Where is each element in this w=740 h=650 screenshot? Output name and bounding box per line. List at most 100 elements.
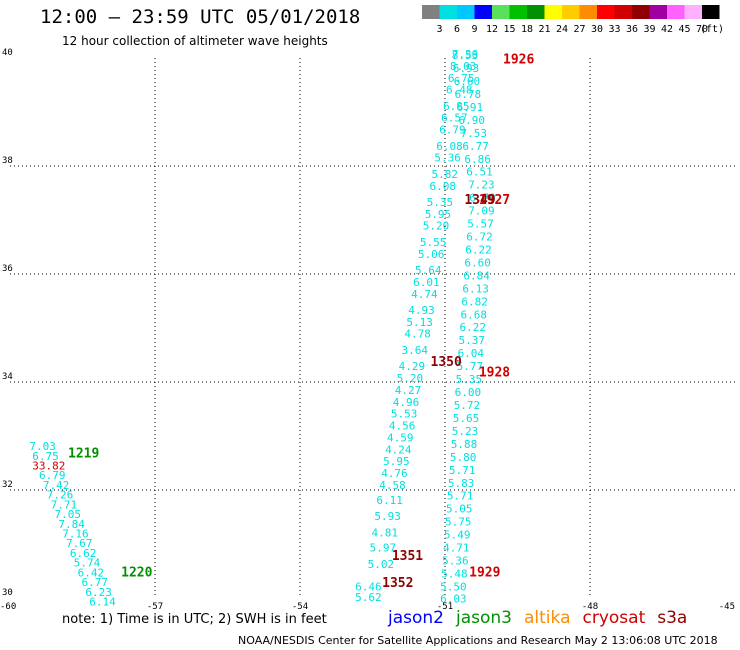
legend-label: 6 <box>454 24 460 35</box>
data-point-jason3: 7.03 <box>29 440 56 453</box>
data-point-s3a: 6.79 <box>439 124 466 137</box>
data-point-cryosat: 7.23 <box>468 179 495 192</box>
legend-label: 30 <box>591 24 603 35</box>
legend-swatch <box>702 5 720 19</box>
legend-swatch <box>544 5 562 19</box>
data-point-cryosat: 8.53 <box>452 49 479 62</box>
data-point-s3a: 6.08 <box>436 140 463 153</box>
data-point-cryosat: 4.71 <box>443 542 470 555</box>
legend-swatch <box>562 5 580 19</box>
footer-note: note: 1) Time is in UTC; 2) SWH is in fe… <box>62 612 327 627</box>
data-point-cryosat: 6.68 <box>460 308 487 321</box>
data-point-jason3: 6.14 <box>89 596 116 609</box>
x-tick-label: -60 <box>0 602 16 610</box>
y-tick-label: 36 <box>2 264 13 274</box>
time-label: 1927 <box>479 193 510 208</box>
data-point-jason3: 6.23 <box>85 586 112 599</box>
data-point-cryosat: 7.53 <box>460 127 487 140</box>
legend-swatch <box>614 5 632 19</box>
time-label: 1351 <box>392 549 423 564</box>
legend-swatch <box>439 5 457 19</box>
data-point-jason3: 33.82 <box>32 459 65 472</box>
satellite-legend: jason2 jason3 altika cryosat s3a <box>388 608 699 628</box>
legend-swatch <box>649 5 667 19</box>
wave-height-chart: -60 -57 -54 -51 -48 -453032343638407.036.7533… <box>0 48 735 610</box>
y-tick-label: 40 <box>2 48 13 58</box>
data-point-jason3: 7.16 <box>62 528 88 541</box>
data-point-s3a: 5.13 <box>406 316 433 329</box>
data-point-cryosat: 6.77 <box>462 140 489 153</box>
data-point-cryosat: 5.72 <box>454 399 481 412</box>
satellite-legend-jason2: jason2 <box>388 608 444 628</box>
data-point-cryosat: 6.86 <box>464 153 491 166</box>
data-point-cryosat: 5.48 <box>441 567 468 580</box>
data-point-cryosat: 5.35 <box>456 373 483 386</box>
data-point-cryosat: 6.84 <box>463 269 490 282</box>
data-point-s3a: 6.48 <box>446 84 473 97</box>
color-legend: 3 6 9 12 15 18 21 24 27 30 33 36 39 42 45 70(ft) <box>422 5 724 35</box>
legend-unit: (ft) <box>700 24 724 35</box>
data-point-s3a: 4.27 <box>395 384 422 397</box>
data-point-cryosat: 5.57 <box>467 218 494 231</box>
satellite-legend-altika: altika <box>524 608 571 628</box>
legend-label: 9 <box>471 24 477 35</box>
data-point-cryosat: 5.71 <box>447 490 474 503</box>
data-point-s3a: 6.08 <box>430 180 457 193</box>
data-point-s3a: 6.57 <box>441 112 468 125</box>
legend-label: 45 <box>678 24 690 35</box>
data-point-s3a: 5.55 <box>420 236 447 249</box>
data-point-cryosat: 6.82 <box>461 295 488 308</box>
data-point-cryosat: 6.22 <box>465 243 492 256</box>
data-point-cryosat: 6.72 <box>466 231 493 244</box>
data-point-s3a: 3.64 <box>402 344 429 357</box>
satellite-legend-s3a: s3a <box>657 608 688 628</box>
footer-credit: NOAA/NESDIS Center for Satellite Applica… <box>238 634 718 647</box>
data-point-s3a: 5.62 <box>355 591 382 604</box>
x-tick-label: -57 <box>147 602 163 610</box>
data-point-cryosat: 5.75 <box>445 516 472 529</box>
x-tick-label: -45 <box>719 602 735 610</box>
page-subtitle: 12 hour collection of altimeter wave hei… <box>62 34 328 48</box>
time-label: 1928 <box>479 366 510 381</box>
data-point-cryosat: 5.65 <box>453 412 480 425</box>
legend-swatch <box>492 5 510 19</box>
data-point-s3a: 4.93 <box>408 304 435 317</box>
data-point-jason3: 7.84 <box>58 518 85 531</box>
data-point-s3a: 5.36 <box>434 152 461 165</box>
data-point-s3a: 7.36 <box>452 48 479 61</box>
time-label: 1219 <box>68 447 99 462</box>
time-label: 1929 <box>469 565 500 580</box>
legend-swatch <box>474 5 492 19</box>
data-point-cryosat: 6.22 <box>460 321 487 334</box>
y-tick-label: 38 <box>2 156 13 166</box>
data-point-cryosat: 6.00 <box>455 386 482 399</box>
data-point-s3a: 6.11 <box>376 494 403 507</box>
y-tick-label: 32 <box>2 480 13 490</box>
data-point-jason3: 6.62 <box>70 547 97 560</box>
legend-swatch <box>684 5 702 19</box>
data-point-cryosat: 5.49 <box>444 529 471 542</box>
data-point-s3a: 4.24 <box>385 443 412 456</box>
legend-swatch <box>527 5 545 19</box>
data-point-s3a: 5.53 <box>391 408 418 421</box>
legend-label: 39 <box>643 24 655 35</box>
data-point-s3a: 5.20 <box>423 220 450 233</box>
data-point-s3a: 5.97 <box>370 542 397 555</box>
data-point-cryosat: 6.13 <box>462 282 489 295</box>
data-point-cryosat: 6.93 <box>453 62 480 75</box>
time-label: 1352 <box>382 576 413 591</box>
data-point-cryosat: 5.77 <box>457 360 484 373</box>
legend-label: 70 <box>696 24 708 35</box>
data-point-cryosat: 5.05 <box>446 503 473 516</box>
data-point-cryosat: 5.88 <box>451 438 478 451</box>
data-point-cryosat: 5.36 <box>442 555 469 568</box>
data-point-cryosat: 5.23 <box>452 425 479 438</box>
data-point-s3a: 5.20 <box>397 372 424 385</box>
data-point-jason3: 6.42 <box>78 566 105 579</box>
data-point-s3a: 5.02 <box>368 558 395 571</box>
data-point-s3a: 5.82 <box>431 168 458 181</box>
data-point-s3a: 5.95 <box>383 455 410 468</box>
data-point-jason3: 6.75 <box>32 450 59 463</box>
data-point-cryosat: 5.50 <box>440 580 467 593</box>
data-point-s3a: 5.06 <box>418 248 445 261</box>
